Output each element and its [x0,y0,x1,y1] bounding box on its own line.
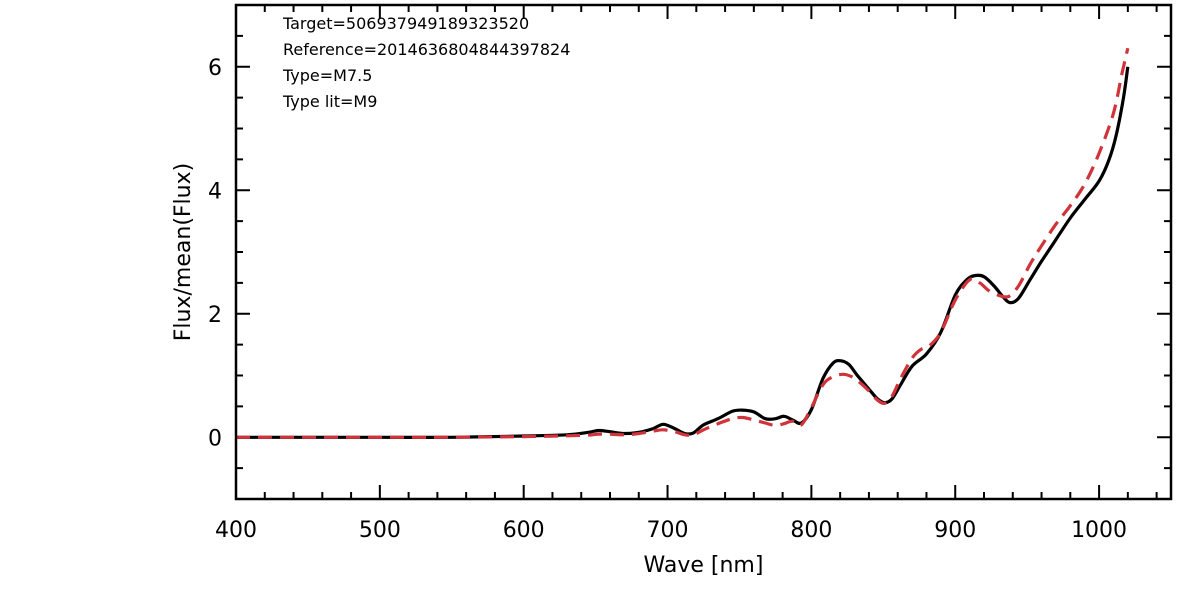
annotation-target: Target=506937949189323520 [282,14,529,33]
annotation-type: Type=M7.5 [282,66,372,85]
annotation-type-lit: Type lit=M9 [282,92,377,111]
annotation-reference: Reference=2014636804844397824 [283,40,570,59]
x-tick-label: 600 [503,518,545,543]
x-tick-label: 1000 [1071,518,1127,543]
plot-frame [234,3,1173,501]
axis-ticks [235,4,1171,500]
x-tick-label: 500 [359,518,401,543]
tick-labels: 400 500 600 700 800 900 1000 0 2 4 6 [208,56,1127,543]
x-tick-label: 700 [647,518,689,543]
reference-spectrum-line [236,47,1130,439]
x-axis-label: Wave [nm] [644,553,764,578]
target-spectrum-line [236,66,1130,439]
x-tick-label: 800 [790,518,832,543]
y-axis-label: Flux/mean(Flux) [171,163,196,341]
annotation-block: Target=506937949189323520 Reference=2014… [282,14,570,111]
x-tick-label: 400 [215,518,257,543]
y-tick-label: 0 [208,426,222,451]
x-tick-label: 900 [934,518,976,543]
y-tick-label: 4 [208,179,222,204]
series-layer [236,47,1130,439]
y-tick-label: 6 [208,56,222,81]
y-tick-label: 2 [208,303,222,328]
